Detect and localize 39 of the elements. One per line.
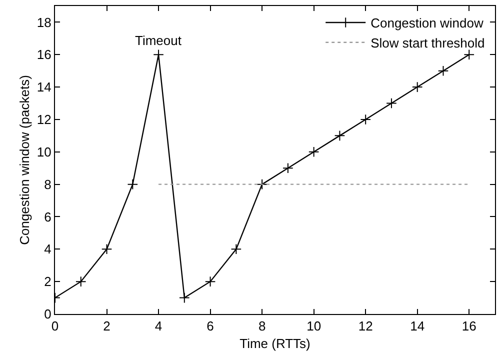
y-tick-label: 18 — [36, 14, 52, 30]
legend-label: Congestion window — [370, 16, 484, 31]
x-tick-label: 2 — [103, 318, 110, 334]
annotation: Timeout — [135, 33, 182, 48]
point — [360, 114, 371, 125]
y-tick-label: 6 — [44, 209, 52, 224]
y-axis-title: Congestion window (packets) — [16, 75, 32, 245]
point — [438, 65, 449, 76]
x-tick-label: 6 — [206, 318, 214, 334]
y-tick-label: 16 — [36, 47, 52, 62]
legend-label: Slow start threshold — [370, 35, 485, 50]
point — [230, 244, 242, 255]
point — [256, 178, 268, 190]
point — [127, 178, 138, 190]
y-tick-label: 10 — [36, 144, 52, 160]
x-tick-label: 14 — [410, 318, 425, 334]
point — [204, 276, 216, 287]
x-tick-label: 12 — [358, 318, 373, 334]
point — [153, 49, 164, 60]
point — [464, 49, 475, 60]
point — [412, 82, 423, 92]
x-tick-label: 8 — [258, 318, 266, 334]
point — [386, 98, 397, 109]
point — [282, 162, 294, 174]
y-tick-label: 2 — [44, 274, 52, 290]
y-tick-label: 8 — [44, 176, 52, 192]
point — [334, 130, 346, 142]
point — [179, 292, 190, 304]
x-tick-label: 16 — [462, 318, 476, 334]
y-tick-label: 0 — [44, 306, 52, 322]
x-tick-label: 10 — [306, 318, 322, 334]
point — [75, 276, 86, 287]
y-tick-label: 14 — [36, 80, 52, 95]
y-tick-label: 12 — [36, 112, 52, 128]
point — [101, 244, 112, 255]
point — [308, 146, 320, 158]
y-tick-label: 4 — [44, 242, 52, 257]
x-axis-title: Time (RTTs) — [240, 336, 310, 352]
x-tick-label: 4 — [154, 318, 162, 334]
